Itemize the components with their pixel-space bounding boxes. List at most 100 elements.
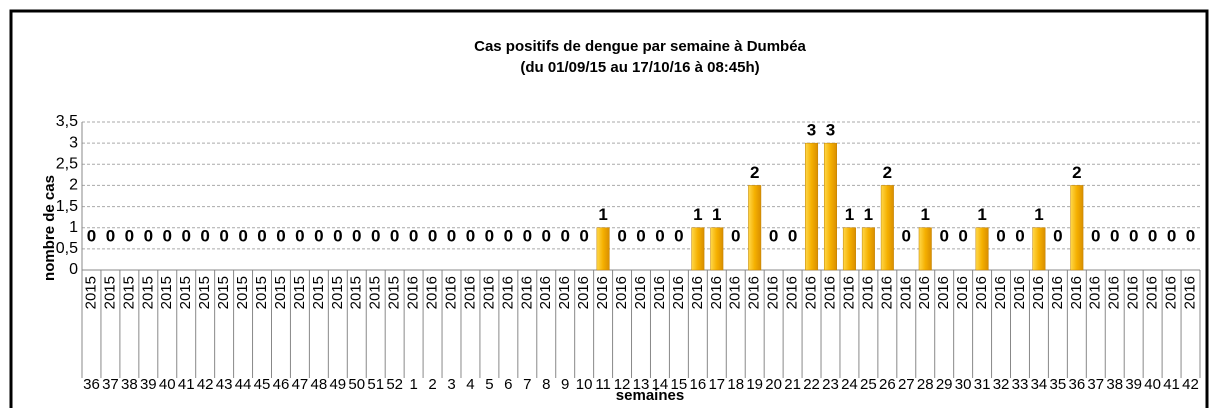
x-tick-year: 2015 [386,276,403,309]
value-label: 0 [276,226,285,245]
x-tick-year: 2016 [859,276,876,309]
x-tick-year: 2015 [101,276,118,309]
value-label: 0 [163,226,172,245]
bar [823,142,837,271]
value-label: 0 [466,226,475,245]
x-tick-year: 2015 [120,276,137,309]
value-label: 0 [219,226,228,245]
x-tick-year: 2015 [82,276,99,309]
x-tick-year: 2016 [992,276,1009,309]
value-label: 1 [921,205,930,224]
bar [710,227,724,271]
x-tick-label: 40 [1144,376,1161,393]
x-tick-year: 2016 [897,276,914,309]
x-tick-label: 46 [273,376,290,393]
x-tick-label: 41 [178,376,195,393]
value-label: 0 [87,226,96,245]
x-tick-year: 2015 [215,276,232,309]
value-label: 0 [390,226,399,245]
x-tick-label: 12 [614,376,631,393]
x-tick-label: 25 [860,376,877,393]
x-tick-label: 2 [428,376,436,393]
value-label: 0 [560,226,569,245]
x-tick-label: 19 [746,376,763,393]
x-tick-label: 13 [633,376,650,393]
value-label: 0 [181,226,190,245]
y-tick-label: 0,5 [56,240,78,257]
value-label: 1 [712,205,721,224]
x-tick-year: 2015 [253,276,270,309]
value-label: 1 [845,205,854,224]
value-label: 0 [542,226,551,245]
x-tick-year: 2015 [272,276,289,309]
value-label: 0 [523,226,532,245]
x-tick-label: 36 [1068,376,1085,393]
value-label: 0 [314,226,323,245]
value-label: 2 [883,163,892,182]
bar [975,227,989,271]
x-tick-label: 45 [254,376,271,393]
x-tick-label: 37 [1087,376,1104,393]
x-tick-year: 2015 [348,276,365,309]
x-tick-label: 23 [822,376,839,393]
value-label: 2 [750,163,759,182]
x-tick-label: 42 [1182,376,1199,393]
value-label: 0 [144,226,153,245]
bar [918,227,932,271]
x-tick-year: 2016 [518,276,535,309]
x-tick-label: 17 [708,376,725,393]
x-tick-label: 49 [329,376,346,393]
value-label: 0 [1129,226,1138,245]
x-tick-year: 2016 [916,276,933,309]
x-tick-year: 2016 [708,276,725,309]
x-tick-year: 2016 [480,276,497,309]
value-label: 0 [769,226,778,245]
value-label: 0 [447,226,456,245]
x-tick-year: 2016 [575,276,592,309]
value-label: 0 [958,226,967,245]
x-tick-year: 2016 [727,276,744,309]
x-tick-label: 22 [803,376,820,393]
x-tick-year: 2016 [1163,276,1180,309]
x-tick-year: 2015 [329,276,346,309]
x-tick-year: 2016 [1087,276,1104,309]
value-label: 3 [826,121,835,140]
value-label: 0 [1091,226,1100,245]
x-tick-year: 2016 [935,276,952,309]
x-tick-year: 2016 [765,276,782,309]
x-tick-year: 2016 [746,276,763,309]
x-tick-year: 2016 [1049,276,1066,309]
x-tick-year: 2016 [594,276,611,309]
x-tick-year: 2015 [196,276,213,309]
value-label: 0 [295,226,304,245]
x-tick-year: 2016 [556,276,573,309]
x-tick-year: 2016 [537,276,554,309]
x-tick-year: 2016 [499,276,516,309]
x-tick-year: 2016 [442,276,459,309]
x-tick-year: 2016 [405,276,422,309]
x-tick-label: 39 [1125,376,1142,393]
x-tick-year: 2016 [424,276,441,309]
x-tick-year: 2016 [1181,276,1198,309]
value-label: 0 [106,226,115,245]
y-tick-label: 3,5 [56,113,78,130]
bar [748,185,762,271]
y-tick-label: 1 [69,219,78,236]
value-label: 0 [1015,226,1024,245]
x-tick-label: 26 [879,376,896,393]
value-label: 0 [939,226,948,245]
value-label: 0 [655,226,664,245]
x-tick-label: 38 [1106,376,1123,393]
x-tick-year: 2016 [821,276,838,309]
value-label: 0 [333,226,342,245]
x-tick-year: 2016 [784,276,801,309]
x-tick-label: 21 [784,376,801,393]
value-label: 0 [238,226,247,245]
x-tick-label: 28 [917,376,934,393]
x-tick-year: 2015 [158,276,175,309]
x-tick-label: 1 [409,376,417,393]
value-label: 0 [504,226,513,245]
value-label: 0 [352,226,361,245]
bar [1032,227,1046,271]
x-tick-label: 10 [576,376,593,393]
